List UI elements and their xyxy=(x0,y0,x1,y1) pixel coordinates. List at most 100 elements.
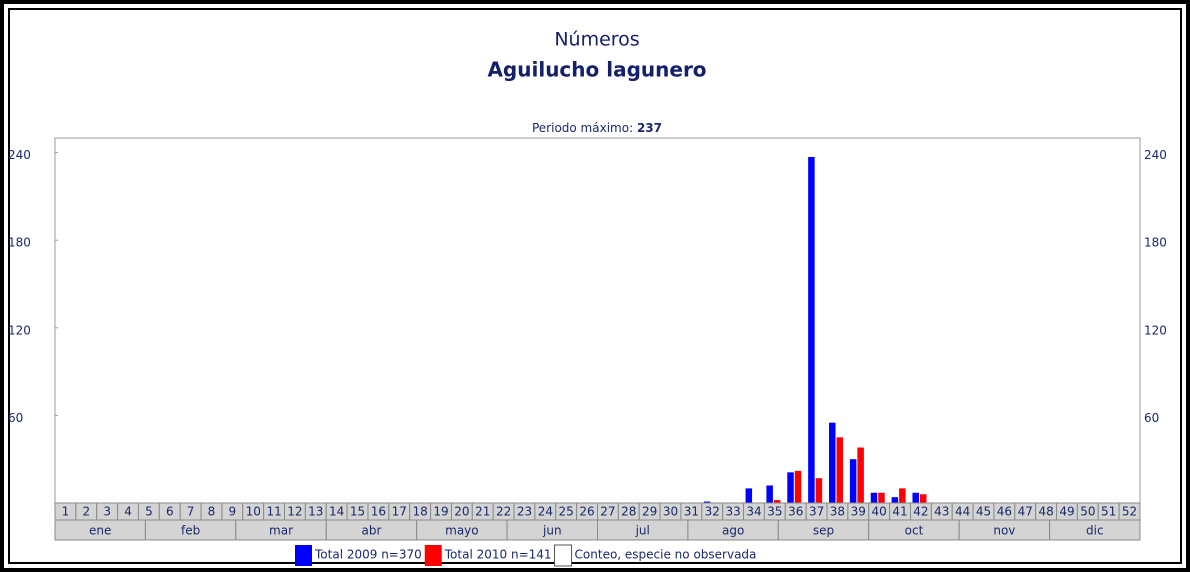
month-label: jul xyxy=(635,524,650,538)
x-tick-label: 30 xyxy=(663,505,678,519)
bar xyxy=(899,488,906,503)
y2-tick-label: 180 xyxy=(1144,236,1167,250)
x-tick-label: 48 xyxy=(1038,505,1053,519)
x-tick-label: 51 xyxy=(1101,505,1116,519)
bar xyxy=(878,492,885,503)
annotation-value: 237 xyxy=(637,121,662,135)
x-tick-label: 7 xyxy=(187,505,195,519)
bar xyxy=(836,437,844,503)
bar xyxy=(787,472,794,503)
legend-label: Total 2010 n=141 xyxy=(444,548,552,562)
y2-tick-label: 240 xyxy=(1144,148,1167,162)
bar xyxy=(808,156,815,504)
x-tick-label: 24 xyxy=(538,505,553,519)
x-tick-label: 8 xyxy=(208,505,216,519)
x-tick-label: 44 xyxy=(955,505,970,519)
x-tick-label: 2 xyxy=(82,505,90,519)
month-label: sep xyxy=(813,524,834,538)
month-label: jun xyxy=(542,524,562,538)
x-tick-label: 33 xyxy=(725,505,740,519)
x-tick-label: 28 xyxy=(621,505,636,519)
x-tick-label: 6 xyxy=(166,505,174,519)
x-tick-label: 9 xyxy=(229,505,237,519)
bar xyxy=(829,422,836,503)
x-tick-label: 31 xyxy=(684,505,699,519)
x-tick-label: 20 xyxy=(454,505,469,519)
inner-frame xyxy=(8,8,1182,564)
x-tick-label: 4 xyxy=(124,505,132,519)
annotation-label: Periodo máximo: xyxy=(532,121,633,135)
x-tick-label: 39 xyxy=(851,505,866,519)
x-tick-label: 35 xyxy=(767,505,782,519)
x-tick-label: 52 xyxy=(1122,505,1137,519)
bar xyxy=(773,500,781,503)
x-tick-label: 25 xyxy=(559,505,574,519)
x-tick-label: 14 xyxy=(329,505,344,519)
x-tick-label: 49 xyxy=(1059,505,1074,519)
month-cell xyxy=(1049,519,1141,541)
legend-swatch xyxy=(424,545,442,566)
x-tick-label: 50 xyxy=(1080,505,1095,519)
y-tick-label: 240 xyxy=(8,148,31,162)
month-label: ene xyxy=(89,524,111,538)
bar xyxy=(912,492,919,503)
x-tick-label: 16 xyxy=(371,505,386,519)
bar xyxy=(815,478,823,503)
legend-label: Total 2009 n=370 xyxy=(314,548,422,562)
bar xyxy=(891,497,899,503)
x-tick-label: 10 xyxy=(246,505,261,519)
x-tick-label: 29 xyxy=(642,505,657,519)
x-tick-label: 47 xyxy=(1018,505,1033,519)
x-tick-label: 13 xyxy=(308,505,323,519)
x-tick-label: 26 xyxy=(579,505,594,519)
month-label: mayo xyxy=(445,524,479,538)
month-label: feb xyxy=(181,524,200,538)
annotation: Periodo máximo: 237 xyxy=(532,121,662,135)
legend-label: Conteo, especie no observada xyxy=(575,548,757,562)
x-tick-label: 45 xyxy=(976,505,991,519)
y2-tick-label: 60 xyxy=(1144,411,1159,425)
bar xyxy=(703,501,711,503)
bar xyxy=(745,488,753,503)
x-tick-label: 46 xyxy=(997,505,1012,519)
x-tick-label: 12 xyxy=(287,505,302,519)
chart-subtitle: Aguilucho lagunero xyxy=(487,58,706,82)
bar xyxy=(857,447,864,503)
y-tick-label: 180 xyxy=(8,236,31,250)
y-tick-label: 60 xyxy=(8,411,23,425)
x-tick-label: 3 xyxy=(103,505,111,519)
x-tick-label: 34 xyxy=(746,505,761,519)
month-label: ago xyxy=(722,524,744,538)
month-label: nov xyxy=(993,524,1015,538)
x-tick-label: 40 xyxy=(872,505,887,519)
x-tick-label: 43 xyxy=(934,505,949,519)
chart-title: Números xyxy=(554,29,639,51)
bar xyxy=(849,459,857,503)
x-tick-label: 42 xyxy=(913,505,928,519)
x-tick-label: 38 xyxy=(830,505,845,519)
month-label: mar xyxy=(269,524,293,538)
x-tick-label: 22 xyxy=(496,505,511,519)
plot-area xyxy=(54,137,1141,504)
month-label: dic xyxy=(1086,524,1104,538)
x-tick-label: 37 xyxy=(809,505,824,519)
x-tick-label: 19 xyxy=(433,505,448,519)
x-tick-label: 5 xyxy=(145,505,153,519)
x-tick-label: 27 xyxy=(600,505,615,519)
x-tick-label: 23 xyxy=(517,505,532,519)
x-tick-label: 1 xyxy=(62,505,70,519)
legend-swatch xyxy=(295,545,312,566)
x-tick-label: 21 xyxy=(475,505,490,519)
x-tick-label: 32 xyxy=(705,505,720,519)
y-tick-label: 120 xyxy=(8,323,31,337)
x-tick-label: 18 xyxy=(413,505,428,519)
month-label: abr xyxy=(362,524,382,538)
y2-tick-label: 120 xyxy=(1144,323,1167,337)
x-tick-label: 36 xyxy=(788,505,803,519)
x-tick-label: 17 xyxy=(392,505,407,519)
month-label: oct xyxy=(905,524,924,538)
bar xyxy=(794,470,802,503)
x-tick-label: 11 xyxy=(266,505,281,519)
